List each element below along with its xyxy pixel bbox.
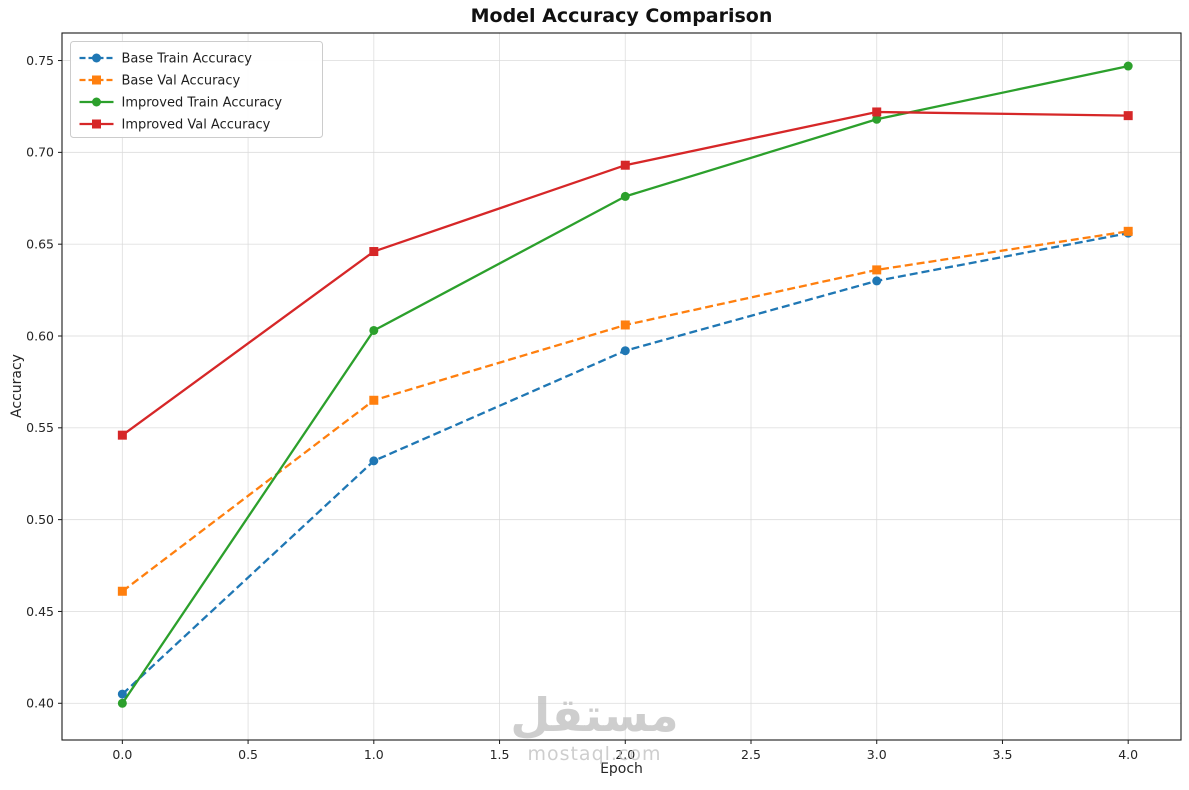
- data-point-marker-base-train-accuracy: [620, 346, 630, 356]
- data-point-marker-improved-val-accuracy: [369, 247, 379, 257]
- data-point-marker-base-val-accuracy: [369, 395, 379, 405]
- x-tick-label: 0.0: [112, 747, 132, 762]
- legend-label: Improved Val Accuracy: [122, 118, 271, 133]
- data-point-marker-improved-train-accuracy: [117, 698, 127, 708]
- data-point-marker-base-train-accuracy: [872, 276, 882, 286]
- data-point-marker-base-val-accuracy: [620, 320, 630, 330]
- x-tick-label: 2.0: [615, 747, 635, 762]
- legend-label: Base Train Accuracy: [122, 52, 253, 67]
- x-tick-label: 4.0: [1118, 747, 1138, 762]
- x-tick-label: 3.5: [993, 747, 1013, 762]
- x-tick-label: 0.5: [238, 747, 258, 762]
- y-tick-label: 0.60: [26, 328, 54, 343]
- legend-box: [70, 41, 323, 138]
- legend-label: Improved Train Accuracy: [122, 96, 283, 111]
- data-point-marker-improved-train-accuracy: [620, 191, 630, 201]
- legend-marker-sample: [92, 53, 101, 63]
- chart-title: Model Accuracy Comparison: [470, 5, 773, 27]
- data-point-marker-base-val-accuracy: [1123, 226, 1133, 236]
- data-point-marker-improved-val-accuracy: [620, 160, 630, 170]
- data-point-marker-improved-val-accuracy: [872, 107, 882, 117]
- legend-marker-sample: [92, 75, 101, 85]
- y-tick-label: 0.75: [26, 53, 54, 68]
- data-point-marker-improved-train-accuracy: [1123, 61, 1133, 71]
- data-point-marker-improved-train-accuracy: [872, 114, 882, 124]
- data-point-marker-improved-train-accuracy: [369, 325, 379, 335]
- plot-border: [61, 32, 1182, 741]
- y-tick-label: 0.65: [26, 237, 54, 252]
- y-tick-label: 0.45: [26, 604, 54, 619]
- data-point-marker-base-val-accuracy: [117, 586, 127, 596]
- x-tick-label: 1.5: [490, 747, 510, 762]
- legend-marker-sample: [92, 97, 101, 107]
- data-point-marker-improved-val-accuracy: [117, 430, 127, 440]
- legend-marker-sample: [92, 119, 101, 129]
- x-tick-label: 3.0: [867, 747, 887, 762]
- data-point-marker-improved-val-accuracy: [1123, 111, 1133, 121]
- x-tick-label: 1.0: [364, 747, 384, 762]
- y-axis-label: Accuracy: [9, 354, 25, 418]
- x-tick-label: 2.5: [741, 747, 761, 762]
- data-point-marker-base-train-accuracy: [369, 456, 379, 466]
- y-tick-label: 0.55: [26, 420, 54, 435]
- y-tick-label: 0.70: [26, 145, 54, 160]
- legend-label: Base Val Accuracy: [122, 74, 241, 89]
- x-axis-label: Epoch: [600, 761, 643, 777]
- y-tick-label: 0.40: [26, 696, 54, 711]
- data-point-marker-base-train-accuracy: [117, 689, 127, 699]
- y-tick-label: 0.50: [26, 512, 54, 527]
- data-point-marker-base-val-accuracy: [872, 265, 882, 275]
